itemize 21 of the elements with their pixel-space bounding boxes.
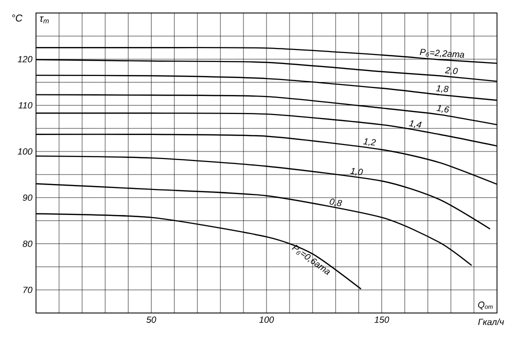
annotation: Q$_{от}$ — [478, 302, 493, 310]
y-tick-label: 70 — [23, 286, 32, 294]
series-label: P$_{б}$=2,2ата — [420, 48, 464, 58]
x-tick-label: 100 — [259, 316, 274, 323]
x-tick-label: 150 — [374, 316, 390, 323]
y-tick-label: 110 — [18, 102, 32, 108]
y-axis-title: °C — [12, 14, 23, 22]
text: 1,6 — [436, 105, 450, 113]
text: 0,8 — [330, 198, 342, 206]
annotation: τ$_{т}$ — [40, 16, 49, 24]
x-axis-title: Гкал/ч — [478, 318, 504, 326]
text: 1,4 — [408, 120, 422, 128]
text: 1,2 — [363, 138, 376, 146]
y-tick-label: 80 — [22, 240, 32, 247]
text: 2,0 — [444, 67, 458, 75]
y-tick-label: 120 — [18, 56, 32, 62]
y-tick-label: 100 — [18, 148, 32, 155]
text: 1,8 — [436, 85, 449, 93]
y-tick-label: 90 — [22, 194, 32, 201]
text: 1,0 — [350, 168, 363, 176]
x-tick-label: 50 — [146, 316, 156, 323]
